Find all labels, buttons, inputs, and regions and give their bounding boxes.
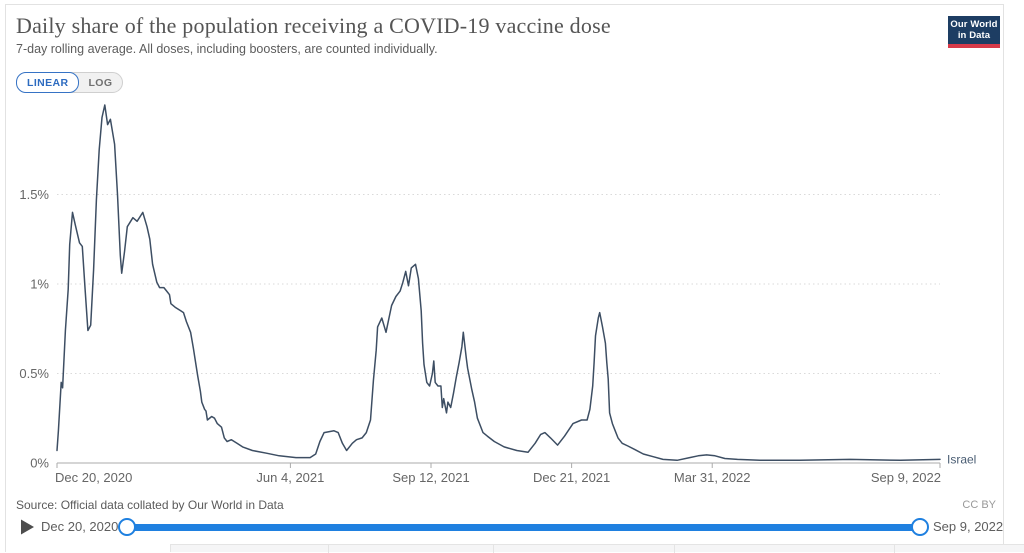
linear-scale-button[interactable]: LINEAR [16,72,80,93]
y-axis-tick-label: 1.5% [19,187,49,202]
license-link[interactable]: CC BY [962,499,996,511]
x-axis-tick-label: Dec 20, 2020 [55,470,132,485]
owid-logo-text: Our World in Data [948,16,1000,44]
x-axis-tick-label: Jun 4, 2021 [256,470,324,485]
footer-tab-divider [674,545,675,553]
footer-tab-divider [493,545,494,553]
timeline-start-handle[interactable] [118,518,136,536]
footer-tab-bar[interactable] [170,544,1024,553]
timeline-end-handle[interactable] [911,518,929,536]
timeline-end-label: Sep 9, 2022 [933,519,1004,534]
y-axis-tick-label: 0.5% [19,366,49,381]
series-line-israel[interactable] [56,104,941,462]
timeline-start-label: Dec 20, 2020 [41,519,119,534]
page-subtitle: 7-day rolling average. All doses, includ… [16,42,438,56]
owid-logo-line1: Our World [950,19,998,30]
series-label-israel: Israel [947,452,976,466]
play-icon[interactable] [18,518,36,536]
x-axis-tick-label: Dec 21, 2021 [533,470,610,485]
page-title: Daily share of the population receiving … [16,13,611,38]
footer-tab-divider [894,545,895,553]
timeline: Dec 20, 2020 Sep 9, 2022 [0,514,1010,540]
owid-logo-red-bar [948,44,1000,48]
owid-logo[interactable]: Our World in Data [948,16,1000,48]
x-axis-tick-label: Sep 9, 2022 [871,470,941,485]
grapher-frame [5,4,1004,552]
y-axis-tick-label: 1% [30,276,49,291]
footer-tab-divider [328,545,329,553]
log-scale-button[interactable]: LOG [78,73,122,92]
x-axis-tick-label: Mar 31, 2022 [674,470,751,485]
y-axis-tick-label: 0% [30,456,49,471]
source-note: Source: Official data collated by Our Wo… [16,498,284,512]
timeline-slider-track[interactable] [127,524,921,531]
scale-toggle: LINEAR LOG [16,72,124,93]
x-axis-tick-label: Sep 12, 2021 [392,470,469,485]
owid-logo-line2: in Data [957,30,991,41]
